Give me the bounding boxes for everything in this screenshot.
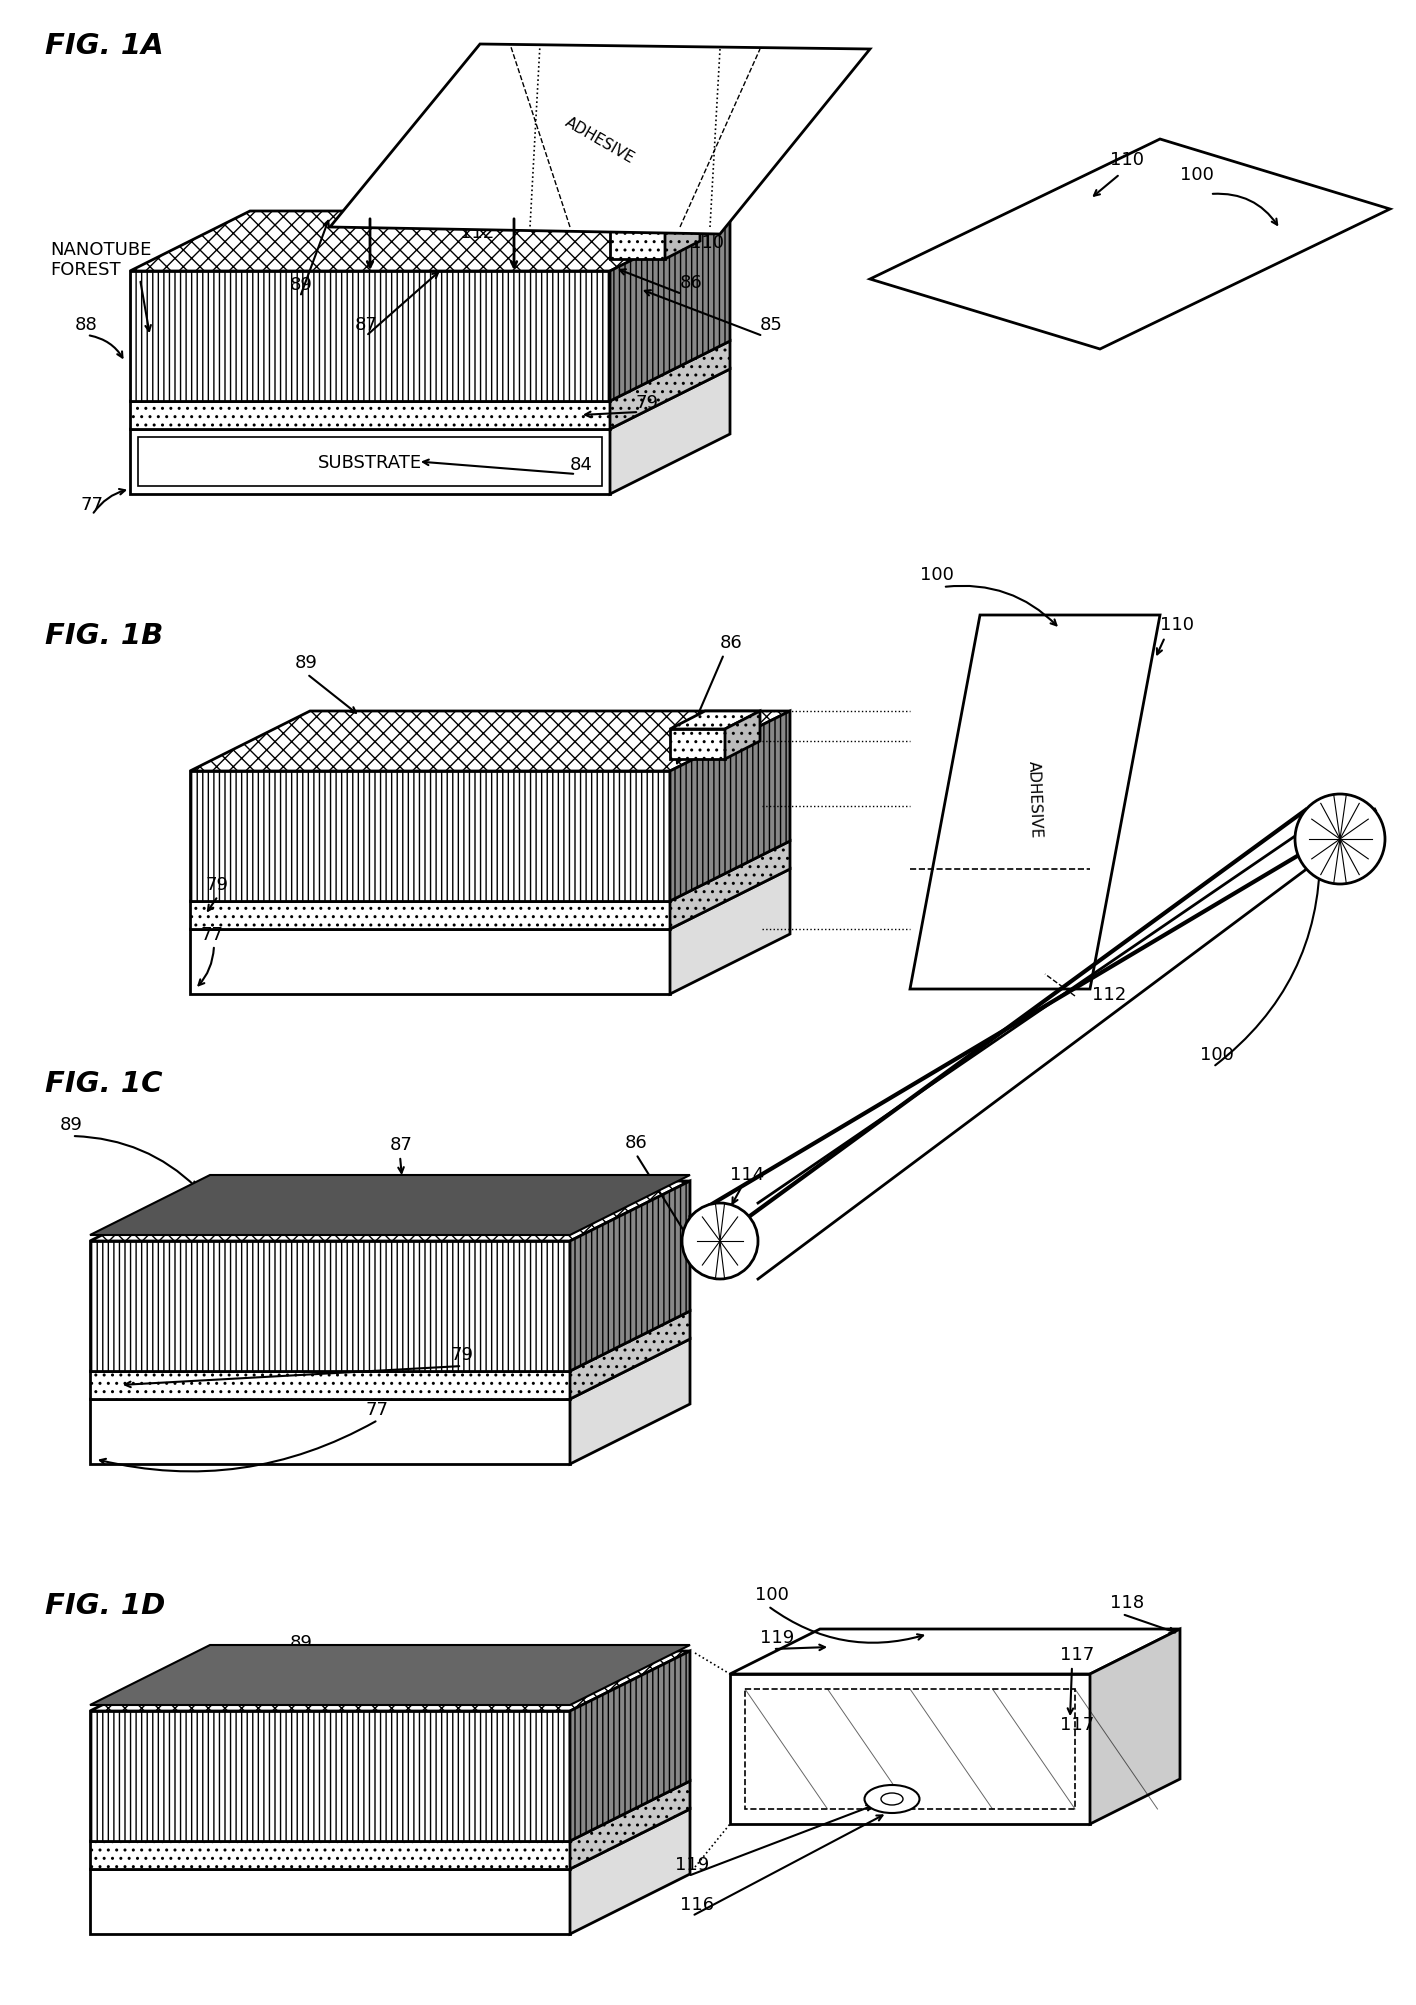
Text: 114: 114 bbox=[731, 1165, 765, 1183]
Circle shape bbox=[1296, 794, 1385, 884]
Polygon shape bbox=[190, 902, 670, 930]
Text: ADHESIVE: ADHESIVE bbox=[562, 114, 637, 166]
Polygon shape bbox=[670, 842, 790, 930]
Text: 112: 112 bbox=[460, 225, 494, 243]
Polygon shape bbox=[91, 1780, 690, 1841]
Polygon shape bbox=[869, 140, 1391, 349]
Polygon shape bbox=[130, 429, 610, 495]
Polygon shape bbox=[91, 1809, 690, 1869]
Polygon shape bbox=[571, 1181, 690, 1371]
Text: 77: 77 bbox=[79, 495, 103, 513]
Text: 89: 89 bbox=[290, 1634, 313, 1652]
Polygon shape bbox=[91, 1175, 690, 1235]
Polygon shape bbox=[130, 273, 610, 401]
Text: 86: 86 bbox=[624, 1133, 647, 1151]
Polygon shape bbox=[610, 213, 700, 231]
Ellipse shape bbox=[881, 1792, 903, 1804]
Polygon shape bbox=[91, 1399, 571, 1464]
Text: FIG. 1C: FIG. 1C bbox=[45, 1069, 163, 1097]
Polygon shape bbox=[91, 1841, 571, 1869]
Polygon shape bbox=[571, 1780, 690, 1869]
Polygon shape bbox=[610, 369, 731, 495]
Polygon shape bbox=[571, 1339, 690, 1464]
Polygon shape bbox=[130, 401, 610, 429]
Polygon shape bbox=[130, 213, 731, 273]
Text: ADHESIVE: ADHESIVE bbox=[1027, 760, 1044, 838]
Polygon shape bbox=[190, 712, 790, 772]
Text: 115: 115 bbox=[700, 1211, 735, 1229]
Polygon shape bbox=[731, 1630, 1180, 1674]
Polygon shape bbox=[725, 712, 760, 760]
Polygon shape bbox=[610, 213, 731, 401]
Polygon shape bbox=[91, 1646, 690, 1704]
Polygon shape bbox=[1090, 1630, 1180, 1825]
Text: 87: 87 bbox=[389, 1135, 413, 1153]
Text: 79: 79 bbox=[634, 393, 658, 411]
Text: 77: 77 bbox=[365, 1399, 388, 1418]
Text: 88: 88 bbox=[75, 317, 98, 335]
Text: 89: 89 bbox=[295, 654, 317, 672]
Text: 100: 100 bbox=[1180, 166, 1214, 184]
Polygon shape bbox=[190, 870, 790, 930]
Polygon shape bbox=[91, 1339, 690, 1399]
Polygon shape bbox=[190, 930, 670, 994]
Text: FIG. 1A: FIG. 1A bbox=[45, 32, 164, 60]
Polygon shape bbox=[91, 1710, 571, 1841]
Polygon shape bbox=[910, 616, 1160, 990]
Polygon shape bbox=[670, 712, 760, 730]
Polygon shape bbox=[670, 730, 725, 760]
Circle shape bbox=[683, 1203, 758, 1279]
Polygon shape bbox=[670, 870, 790, 994]
Polygon shape bbox=[330, 44, 869, 235]
Polygon shape bbox=[91, 1241, 571, 1371]
Polygon shape bbox=[91, 1652, 690, 1710]
Text: 89: 89 bbox=[290, 277, 313, 295]
Polygon shape bbox=[130, 369, 731, 429]
Text: 79: 79 bbox=[205, 876, 228, 894]
Polygon shape bbox=[130, 341, 731, 401]
Text: 87: 87 bbox=[355, 317, 378, 335]
Polygon shape bbox=[91, 1869, 571, 1935]
Text: 100: 100 bbox=[1199, 1045, 1233, 1063]
Text: FIG. 1D: FIG. 1D bbox=[45, 1592, 166, 1620]
Polygon shape bbox=[91, 1371, 571, 1399]
Polygon shape bbox=[571, 1652, 690, 1841]
Polygon shape bbox=[190, 842, 790, 902]
Text: 100: 100 bbox=[755, 1586, 789, 1604]
Polygon shape bbox=[610, 341, 731, 429]
Text: 117: 117 bbox=[1061, 1714, 1095, 1732]
Text: 117: 117 bbox=[1061, 1646, 1095, 1664]
Text: 89: 89 bbox=[59, 1115, 84, 1133]
Text: 119: 119 bbox=[675, 1855, 709, 1873]
Bar bbox=[745, 1688, 1075, 1809]
Text: 77: 77 bbox=[200, 926, 222, 944]
Text: 110: 110 bbox=[1160, 616, 1194, 634]
Text: 118: 118 bbox=[1110, 1594, 1144, 1612]
Text: FIG. 1B: FIG. 1B bbox=[45, 622, 163, 650]
Polygon shape bbox=[666, 213, 700, 261]
Polygon shape bbox=[91, 1181, 690, 1241]
Text: 84: 84 bbox=[571, 455, 593, 473]
Text: 116: 116 bbox=[680, 1895, 714, 1913]
Text: 110: 110 bbox=[1110, 150, 1144, 168]
Text: NANOTUBE
FOREST: NANOTUBE FOREST bbox=[50, 241, 152, 279]
Text: 79: 79 bbox=[450, 1345, 473, 1363]
Polygon shape bbox=[610, 231, 666, 261]
Text: 86: 86 bbox=[680, 275, 702, 293]
Polygon shape bbox=[670, 712, 790, 902]
Text: 85: 85 bbox=[760, 317, 783, 335]
Text: 119: 119 bbox=[760, 1628, 794, 1646]
Ellipse shape bbox=[865, 1784, 919, 1813]
Text: 110: 110 bbox=[690, 235, 724, 253]
Polygon shape bbox=[571, 1311, 690, 1399]
Polygon shape bbox=[91, 1311, 690, 1371]
Text: 112: 112 bbox=[1092, 986, 1126, 1002]
Text: SUBSTRATE: SUBSTRATE bbox=[319, 453, 422, 471]
Polygon shape bbox=[731, 1674, 1090, 1825]
Text: 86: 86 bbox=[719, 634, 743, 652]
Polygon shape bbox=[571, 1809, 690, 1935]
Text: 100: 100 bbox=[920, 565, 954, 583]
Polygon shape bbox=[190, 772, 670, 902]
